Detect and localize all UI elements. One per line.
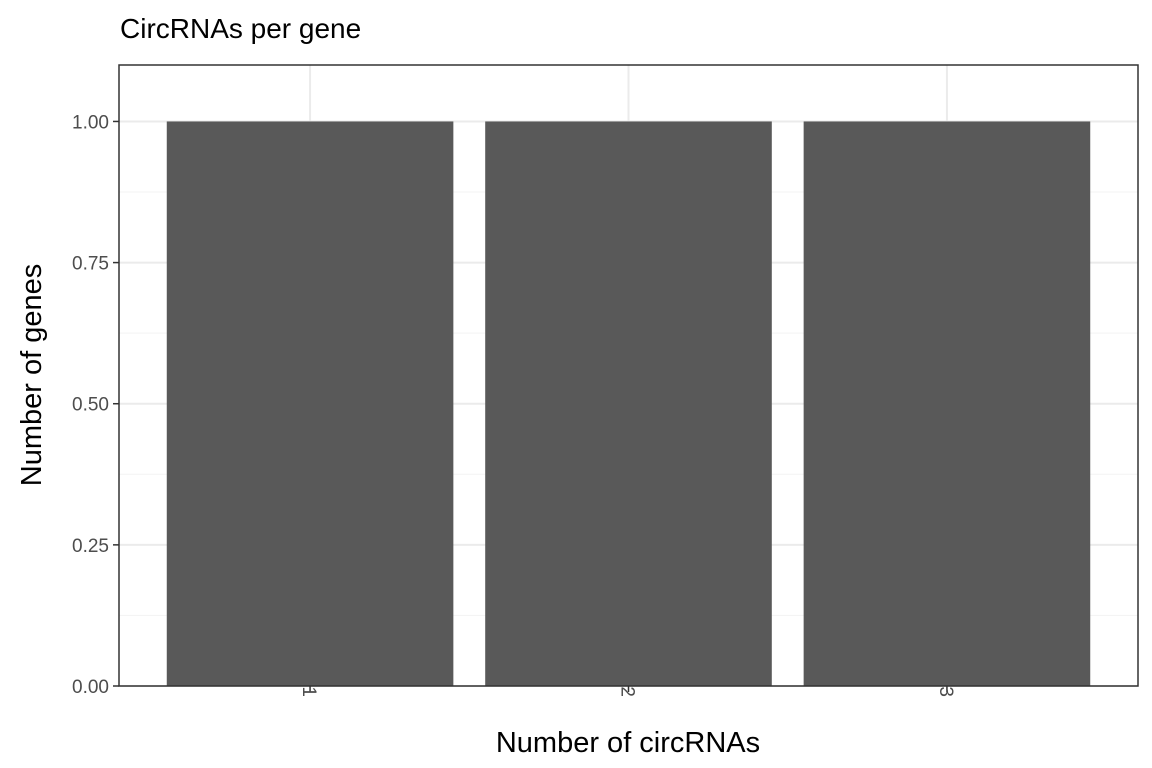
axis-ticks: 0.00 0.25 0.50 0.75 1.00 1 2 3 bbox=[72, 112, 956, 698]
y-tick-label: 0.50 bbox=[72, 395, 109, 416]
x-axis-label: Number of circRNAs bbox=[496, 727, 760, 759]
y-tick-label: 0.75 bbox=[72, 254, 109, 275]
x-tick-label: 2 bbox=[617, 686, 638, 697]
bar-3 bbox=[803, 121, 1091, 687]
y-axis-label: Number of genes bbox=[16, 264, 48, 486]
x-tick-label: 3 bbox=[935, 686, 956, 697]
bar-2 bbox=[485, 121, 772, 687]
y-tick-label: 1.00 bbox=[72, 112, 109, 133]
x-tick-label: 1 bbox=[298, 686, 319, 697]
bars bbox=[166, 121, 1091, 687]
bar-1 bbox=[166, 121, 454, 687]
y-tick-label: 0.00 bbox=[72, 677, 109, 698]
y-tick-label: 0.25 bbox=[72, 536, 109, 557]
chart-title: CircRNAs per gene bbox=[120, 13, 361, 44]
